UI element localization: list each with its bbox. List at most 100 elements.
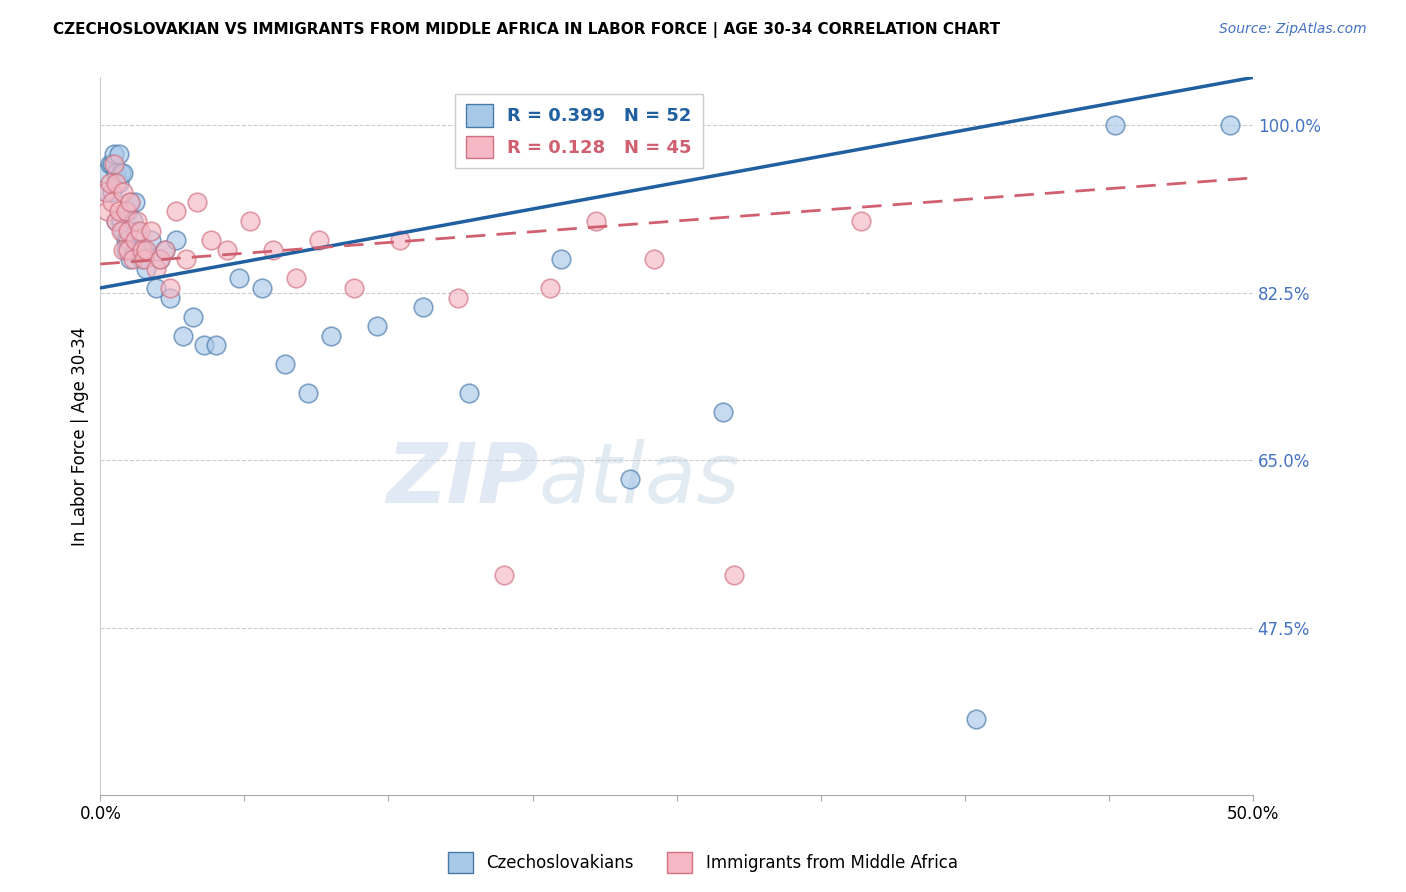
Point bbox=[308, 233, 330, 247]
Point bbox=[114, 204, 136, 219]
Point bbox=[120, 194, 142, 209]
Point bbox=[96, 186, 118, 200]
Text: CZECHOSLOVAKIAN VS IMMIGRANTS FROM MIDDLE AFRICA IN LABOR FORCE | AGE 30-34 CORR: CZECHOSLOVAKIAN VS IMMIGRANTS FROM MIDDL… bbox=[53, 22, 1001, 38]
Point bbox=[458, 386, 481, 401]
Point bbox=[110, 166, 132, 180]
Point bbox=[103, 147, 125, 161]
Point bbox=[643, 252, 665, 267]
Point bbox=[165, 204, 187, 219]
Point bbox=[135, 261, 157, 276]
Point bbox=[110, 223, 132, 237]
Point bbox=[153, 243, 176, 257]
Point bbox=[159, 291, 181, 305]
Point bbox=[120, 194, 142, 209]
Point bbox=[366, 319, 388, 334]
Point bbox=[112, 186, 135, 200]
Point bbox=[550, 252, 572, 267]
Point bbox=[446, 291, 468, 305]
Point bbox=[101, 194, 124, 209]
Point bbox=[124, 233, 146, 247]
Point bbox=[297, 386, 319, 401]
Point bbox=[159, 281, 181, 295]
Point bbox=[134, 243, 156, 257]
Point bbox=[112, 223, 135, 237]
Point bbox=[114, 233, 136, 247]
Text: ZIP: ZIP bbox=[385, 439, 538, 520]
Point bbox=[110, 214, 132, 228]
Point bbox=[117, 243, 139, 257]
Point bbox=[165, 233, 187, 247]
Point bbox=[94, 186, 117, 200]
Point bbox=[117, 233, 139, 247]
Text: Source: ZipAtlas.com: Source: ZipAtlas.com bbox=[1219, 22, 1367, 37]
Point bbox=[172, 328, 194, 343]
Point bbox=[98, 176, 121, 190]
Point bbox=[121, 214, 143, 228]
Point bbox=[117, 204, 139, 219]
Point bbox=[139, 223, 162, 237]
Point bbox=[343, 281, 366, 295]
Point bbox=[127, 214, 149, 228]
Point bbox=[186, 194, 208, 209]
Point bbox=[262, 243, 284, 257]
Point bbox=[107, 147, 129, 161]
Point bbox=[124, 194, 146, 209]
Point bbox=[131, 243, 153, 257]
Point bbox=[107, 176, 129, 190]
Point bbox=[134, 252, 156, 267]
Point bbox=[193, 338, 215, 352]
Point bbox=[1104, 118, 1126, 132]
Point bbox=[145, 281, 167, 295]
Point bbox=[274, 358, 297, 372]
Point bbox=[94, 166, 117, 180]
Legend: R = 0.399   N = 52, R = 0.128   N = 45: R = 0.399 N = 52, R = 0.128 N = 45 bbox=[456, 94, 703, 169]
Point bbox=[145, 261, 167, 276]
Point bbox=[174, 252, 197, 267]
Point bbox=[98, 156, 121, 170]
Point bbox=[131, 252, 153, 267]
Point bbox=[121, 252, 143, 267]
Point bbox=[200, 233, 222, 247]
Point bbox=[112, 243, 135, 257]
Point bbox=[388, 233, 411, 247]
Point bbox=[285, 271, 308, 285]
Text: atlas: atlas bbox=[538, 439, 740, 520]
Legend: Czechoslovakians, Immigrants from Middle Africa: Czechoslovakians, Immigrants from Middle… bbox=[441, 846, 965, 880]
Point bbox=[128, 243, 150, 257]
Point bbox=[112, 166, 135, 180]
Point bbox=[412, 300, 434, 314]
Point bbox=[114, 243, 136, 257]
Point bbox=[619, 472, 641, 486]
Point bbox=[228, 271, 250, 285]
Point bbox=[139, 233, 162, 247]
Point bbox=[1219, 118, 1241, 132]
Point bbox=[250, 281, 273, 295]
Point bbox=[105, 214, 128, 228]
Point bbox=[538, 281, 561, 295]
Point bbox=[711, 405, 734, 419]
Point bbox=[492, 568, 515, 582]
Point bbox=[204, 338, 226, 352]
Point bbox=[128, 223, 150, 237]
Point bbox=[105, 176, 128, 190]
Point bbox=[127, 223, 149, 237]
Point bbox=[120, 252, 142, 267]
Point bbox=[849, 214, 872, 228]
Point bbox=[101, 156, 124, 170]
Point bbox=[149, 252, 172, 267]
Point bbox=[723, 568, 745, 582]
Point bbox=[107, 204, 129, 219]
Point bbox=[117, 223, 139, 237]
Point bbox=[319, 328, 342, 343]
Point bbox=[96, 204, 118, 219]
Point bbox=[135, 243, 157, 257]
Point bbox=[217, 243, 239, 257]
Point bbox=[105, 166, 128, 180]
Point bbox=[105, 214, 128, 228]
Point bbox=[101, 186, 124, 200]
Point bbox=[239, 214, 262, 228]
Point bbox=[153, 243, 176, 257]
Point bbox=[585, 214, 607, 228]
Point bbox=[149, 252, 172, 267]
Point bbox=[965, 712, 987, 726]
